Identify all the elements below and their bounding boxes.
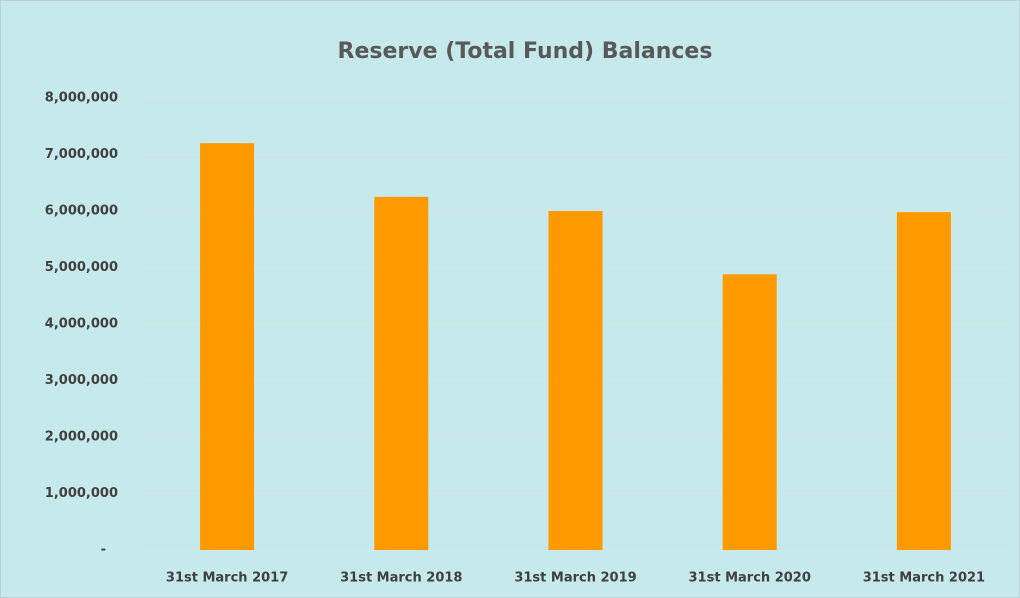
y-tick-label: 5,000,000: [45, 260, 118, 275]
chart-title: Reserve (Total Fund) Balances: [338, 39, 713, 64]
y-tick-label: 7,000,000: [45, 147, 118, 162]
y-tick-label: -: [101, 543, 106, 558]
x-tick-label: 31st March 2020: [689, 571, 811, 586]
y-tick-label: 6,000,000: [45, 204, 118, 219]
bar: [374, 196, 429, 550]
x-tick-label: 31st March 2018: [340, 571, 462, 586]
bar: [722, 274, 777, 550]
y-tick-label: 1,000,000: [45, 486, 118, 501]
x-tick-label: 31st March 2017: [166, 571, 288, 586]
x-tick-label: 31st March 2019: [514, 571, 636, 586]
y-tick-label: 8,000,000: [45, 91, 118, 106]
x-tick-label: 31st March 2021: [863, 571, 985, 586]
y-tick-label: 3,000,000: [45, 373, 118, 388]
y-tick-label: 4,000,000: [45, 317, 118, 332]
bar: [548, 211, 603, 550]
y-tick-label: 2,000,000: [45, 430, 118, 445]
bar: [200, 143, 255, 550]
bar: [896, 212, 951, 550]
